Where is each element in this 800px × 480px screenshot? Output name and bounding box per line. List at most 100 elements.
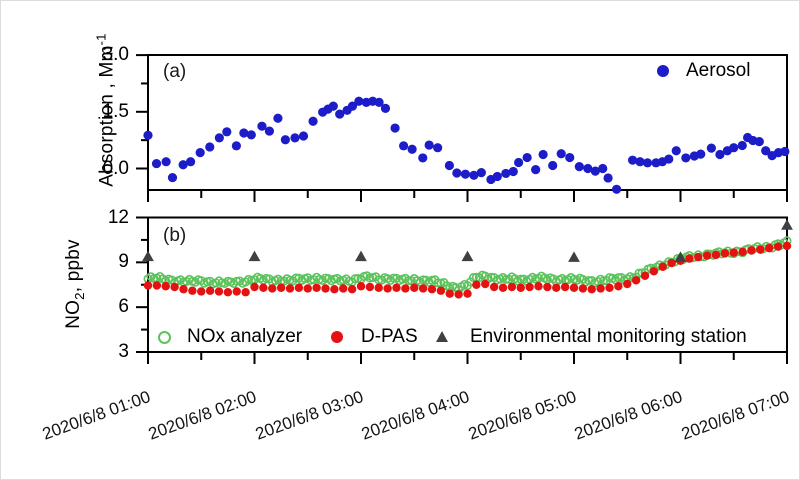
aerosol-point bbox=[492, 171, 502, 182]
dpas-point bbox=[250, 282, 259, 292]
panel-a-tag: (a) bbox=[163, 61, 187, 82]
aerosol-point bbox=[214, 133, 224, 143]
ems-point bbox=[568, 251, 580, 262]
y-tick-label: 3.0 bbox=[102, 44, 129, 66]
aerosol-point bbox=[328, 101, 338, 111]
dpas-point bbox=[356, 282, 366, 291]
aerosol-point bbox=[308, 116, 318, 126]
aerosol-point bbox=[681, 153, 691, 163]
nox-analyzer-point bbox=[516, 274, 526, 284]
aerosol-point bbox=[590, 166, 600, 176]
aerosol-point bbox=[508, 166, 518, 177]
y-tick-label: 6 bbox=[118, 296, 129, 318]
dpas-point bbox=[170, 282, 179, 292]
nox-legend-marker-icon bbox=[158, 331, 171, 344]
dpas-point bbox=[339, 284, 348, 293]
aerosol-point bbox=[715, 149, 725, 160]
dpas-point bbox=[658, 262, 667, 272]
nox-analyzer-point bbox=[232, 276, 242, 286]
aerosol-point bbox=[737, 140, 747, 151]
dpas-point bbox=[472, 280, 481, 289]
dpas-point bbox=[516, 283, 525, 292]
aerosol-point bbox=[556, 149, 566, 159]
aerosol-point bbox=[195, 148, 205, 158]
aerosol-point bbox=[598, 163, 608, 174]
dpas-point bbox=[312, 283, 321, 292]
dpas-point bbox=[259, 283, 268, 292]
dpas-point bbox=[197, 287, 206, 296]
aerosol-point bbox=[538, 149, 548, 160]
dpas-point bbox=[587, 285, 596, 294]
dpas-point bbox=[294, 283, 304, 292]
aerosol-point bbox=[671, 146, 681, 156]
dpas-point bbox=[649, 267, 659, 276]
dpas-point bbox=[765, 243, 774, 253]
aerosol-point bbox=[780, 146, 790, 157]
dpas-point bbox=[614, 282, 623, 291]
aerosol-point bbox=[186, 157, 196, 167]
aerosol-point bbox=[264, 126, 275, 136]
aerosol-point bbox=[583, 163, 593, 174]
ems-point bbox=[142, 250, 154, 262]
aerosol-point bbox=[161, 157, 171, 167]
aerosol-point bbox=[501, 168, 511, 179]
aerosol-point bbox=[706, 143, 716, 153]
y-tick-label: 3 bbox=[118, 341, 129, 362]
aerosol-point bbox=[433, 143, 443, 153]
dpas-point bbox=[552, 283, 561, 292]
aerosol-point bbox=[380, 103, 391, 113]
aerosol-point bbox=[298, 131, 309, 141]
dpas-point bbox=[667, 258, 676, 268]
dpas-point bbox=[560, 282, 570, 292]
dpas-point bbox=[782, 241, 792, 251]
dpas-point bbox=[729, 248, 738, 257]
y-tick-label: 9 bbox=[118, 251, 129, 273]
aerosol-point bbox=[151, 158, 162, 169]
dpas-point bbox=[365, 282, 375, 292]
nox-legend-label: NOx analyzer bbox=[187, 326, 303, 347]
panel-b-tag: (b) bbox=[163, 225, 187, 246]
dpas-point bbox=[418, 284, 428, 293]
dpas-point bbox=[463, 289, 472, 298]
dpas-point bbox=[223, 288, 233, 297]
aerosol-point bbox=[424, 140, 434, 150]
aerosol-point bbox=[452, 168, 462, 178]
aerosol-point bbox=[460, 169, 470, 179]
dpas-point bbox=[569, 283, 579, 292]
dpas-point bbox=[392, 283, 401, 292]
dpas-point bbox=[276, 283, 286, 292]
dpas-point bbox=[685, 254, 694, 263]
dpas-point bbox=[161, 282, 170, 291]
aerosol-point bbox=[280, 135, 290, 145]
dpas-point bbox=[623, 279, 632, 289]
dpas-point bbox=[525, 282, 534, 292]
dpas-point bbox=[427, 285, 437, 294]
dpas-point bbox=[188, 286, 197, 295]
ems-legend-marker-icon bbox=[436, 331, 448, 342]
dpas-point bbox=[143, 281, 153, 290]
dpas-legend-marker-icon bbox=[331, 331, 343, 343]
aerosol-point bbox=[347, 101, 358, 111]
aerosol-point bbox=[476, 168, 486, 178]
aerosol-point bbox=[635, 157, 645, 167]
aerosol-point bbox=[231, 141, 241, 151]
dpas-point bbox=[285, 284, 295, 293]
aerosol-point bbox=[167, 172, 178, 183]
dpas-point bbox=[702, 251, 712, 260]
dpas-point bbox=[241, 288, 250, 297]
aerosol-point bbox=[290, 133, 300, 143]
aerosol-point bbox=[407, 144, 417, 154]
dpas-point bbox=[720, 249, 730, 258]
dpas-point bbox=[640, 271, 650, 280]
aerosol-point bbox=[696, 149, 706, 159]
dpas-point bbox=[401, 284, 410, 293]
aerosol-point bbox=[761, 146, 771, 156]
dpas-point bbox=[152, 281, 162, 290]
dpas-point bbox=[738, 247, 747, 257]
aerosol-point bbox=[514, 157, 524, 168]
aerosol-point bbox=[754, 137, 764, 147]
dpas-point bbox=[347, 285, 357, 294]
dpas-point bbox=[214, 287, 224, 296]
aerosol-point bbox=[612, 184, 622, 194]
dpas-point bbox=[489, 282, 499, 292]
